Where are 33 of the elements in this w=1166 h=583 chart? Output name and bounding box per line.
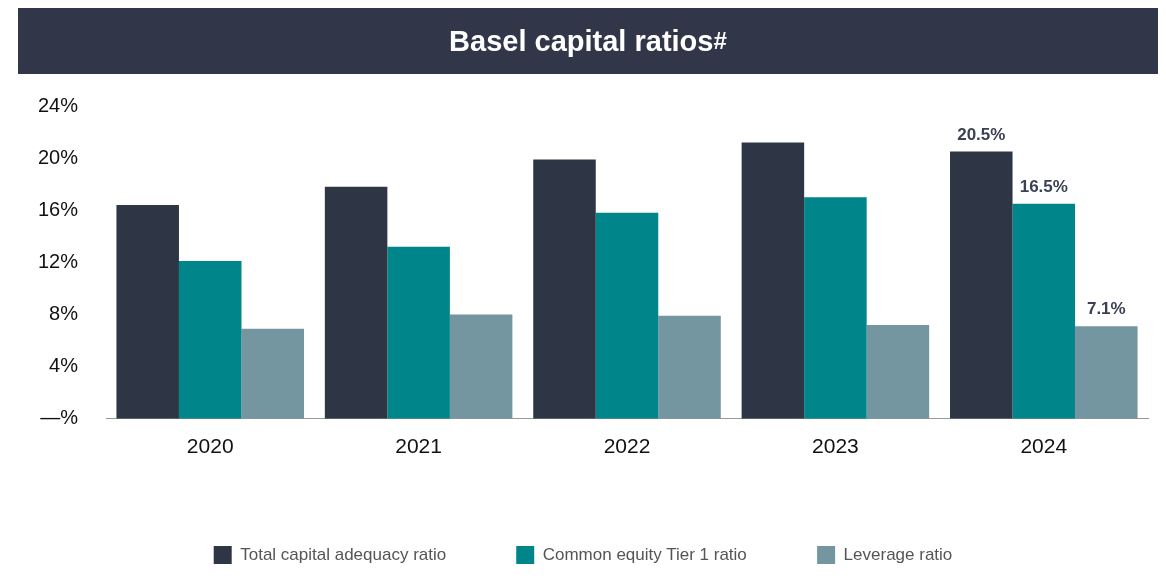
- bar: [1075, 326, 1138, 419]
- x-tick-label: 2021: [395, 434, 442, 458]
- bar: [449, 314, 513, 419]
- bar: [241, 328, 304, 419]
- x-tick-label: 2020: [186, 434, 234, 458]
- y-tick-label: —%: [40, 406, 79, 429]
- data-label: 20.5%: [957, 124, 1006, 144]
- x-tick-label: 2023: [812, 434, 859, 458]
- bar: [804, 197, 867, 419]
- y-tick-label: 4%: [49, 354, 79, 377]
- x-tick-label: 2024: [1020, 434, 1068, 458]
- y-tick-label: 16%: [38, 197, 79, 220]
- bar: [178, 261, 242, 419]
- data-label: 16.5%: [1019, 176, 1068, 196]
- bar: [595, 212, 659, 419]
- y-tick-label: 20%: [38, 145, 79, 168]
- x-tick-label: 2022: [603, 434, 651, 458]
- data-label: 7.1%: [1086, 299, 1126, 319]
- y-tick-label: 24%: [38, 93, 79, 116]
- y-tick-label: 12%: [38, 249, 79, 272]
- y-tick-label: 8%: [49, 302, 79, 325]
- legend-label: Total capital adequacy ratio: [240, 544, 447, 564]
- bar: [741, 142, 805, 419]
- legend-label: Leverage ratio: [843, 544, 953, 564]
- bar: [1012, 203, 1076, 419]
- bar: [533, 159, 596, 419]
- bar: [324, 186, 388, 419]
- bar: [866, 324, 930, 419]
- bar: [387, 246, 450, 419]
- bar: [658, 315, 721, 419]
- bar: [116, 205, 179, 419]
- bar: [950, 151, 1013, 419]
- legend-label: Common equity Tier 1 ratio: [542, 544, 747, 564]
